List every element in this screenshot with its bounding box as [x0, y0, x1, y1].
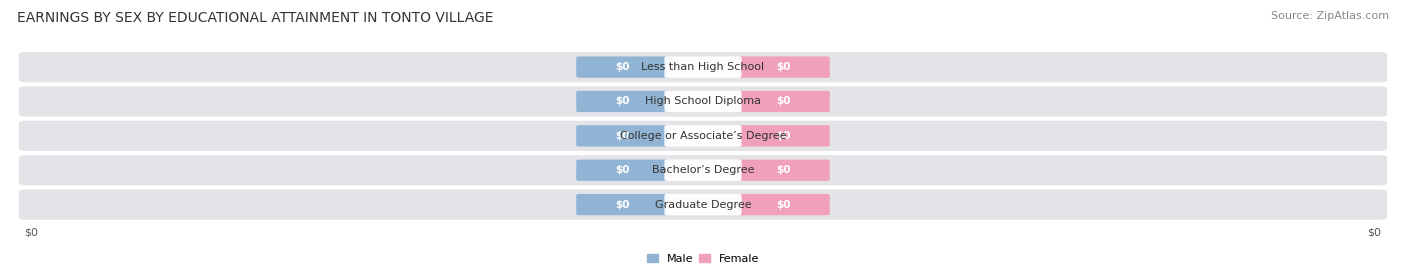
FancyBboxPatch shape	[18, 155, 1388, 185]
FancyBboxPatch shape	[576, 194, 668, 215]
FancyBboxPatch shape	[738, 56, 830, 78]
FancyBboxPatch shape	[738, 91, 830, 112]
FancyBboxPatch shape	[665, 194, 741, 215]
FancyBboxPatch shape	[18, 121, 1388, 151]
Text: $0: $0	[1368, 228, 1382, 238]
FancyBboxPatch shape	[18, 52, 1388, 82]
FancyBboxPatch shape	[576, 125, 668, 147]
Text: Bachelor’s Degree: Bachelor’s Degree	[652, 165, 754, 175]
Text: $0: $0	[776, 165, 792, 175]
FancyBboxPatch shape	[665, 91, 741, 112]
Text: $0: $0	[776, 97, 792, 107]
Text: EARNINGS BY SEX BY EDUCATIONAL ATTAINMENT IN TONTO VILLAGE: EARNINGS BY SEX BY EDUCATIONAL ATTAINMEN…	[17, 11, 494, 25]
FancyBboxPatch shape	[738, 160, 830, 181]
Text: $0: $0	[614, 165, 630, 175]
Text: $0: $0	[614, 97, 630, 107]
Text: $0: $0	[776, 200, 792, 210]
FancyBboxPatch shape	[18, 189, 1388, 220]
Text: $0: $0	[614, 62, 630, 72]
Legend: Male, Female: Male, Female	[647, 254, 759, 264]
Text: $0: $0	[24, 228, 38, 238]
FancyBboxPatch shape	[665, 125, 741, 147]
Text: $0: $0	[776, 62, 792, 72]
Text: Less than High School: Less than High School	[641, 62, 765, 72]
Text: $0: $0	[614, 200, 630, 210]
FancyBboxPatch shape	[576, 160, 668, 181]
Text: Source: ZipAtlas.com: Source: ZipAtlas.com	[1271, 11, 1389, 21]
Text: High School Diploma: High School Diploma	[645, 97, 761, 107]
FancyBboxPatch shape	[576, 91, 668, 112]
FancyBboxPatch shape	[576, 56, 668, 78]
Text: $0: $0	[776, 131, 792, 141]
FancyBboxPatch shape	[18, 86, 1388, 116]
FancyBboxPatch shape	[738, 125, 830, 147]
FancyBboxPatch shape	[738, 194, 830, 215]
Text: College or Associate’s Degree: College or Associate’s Degree	[620, 131, 786, 141]
FancyBboxPatch shape	[665, 56, 741, 78]
Text: Graduate Degree: Graduate Degree	[655, 200, 751, 210]
Text: $0: $0	[614, 131, 630, 141]
FancyBboxPatch shape	[665, 160, 741, 181]
